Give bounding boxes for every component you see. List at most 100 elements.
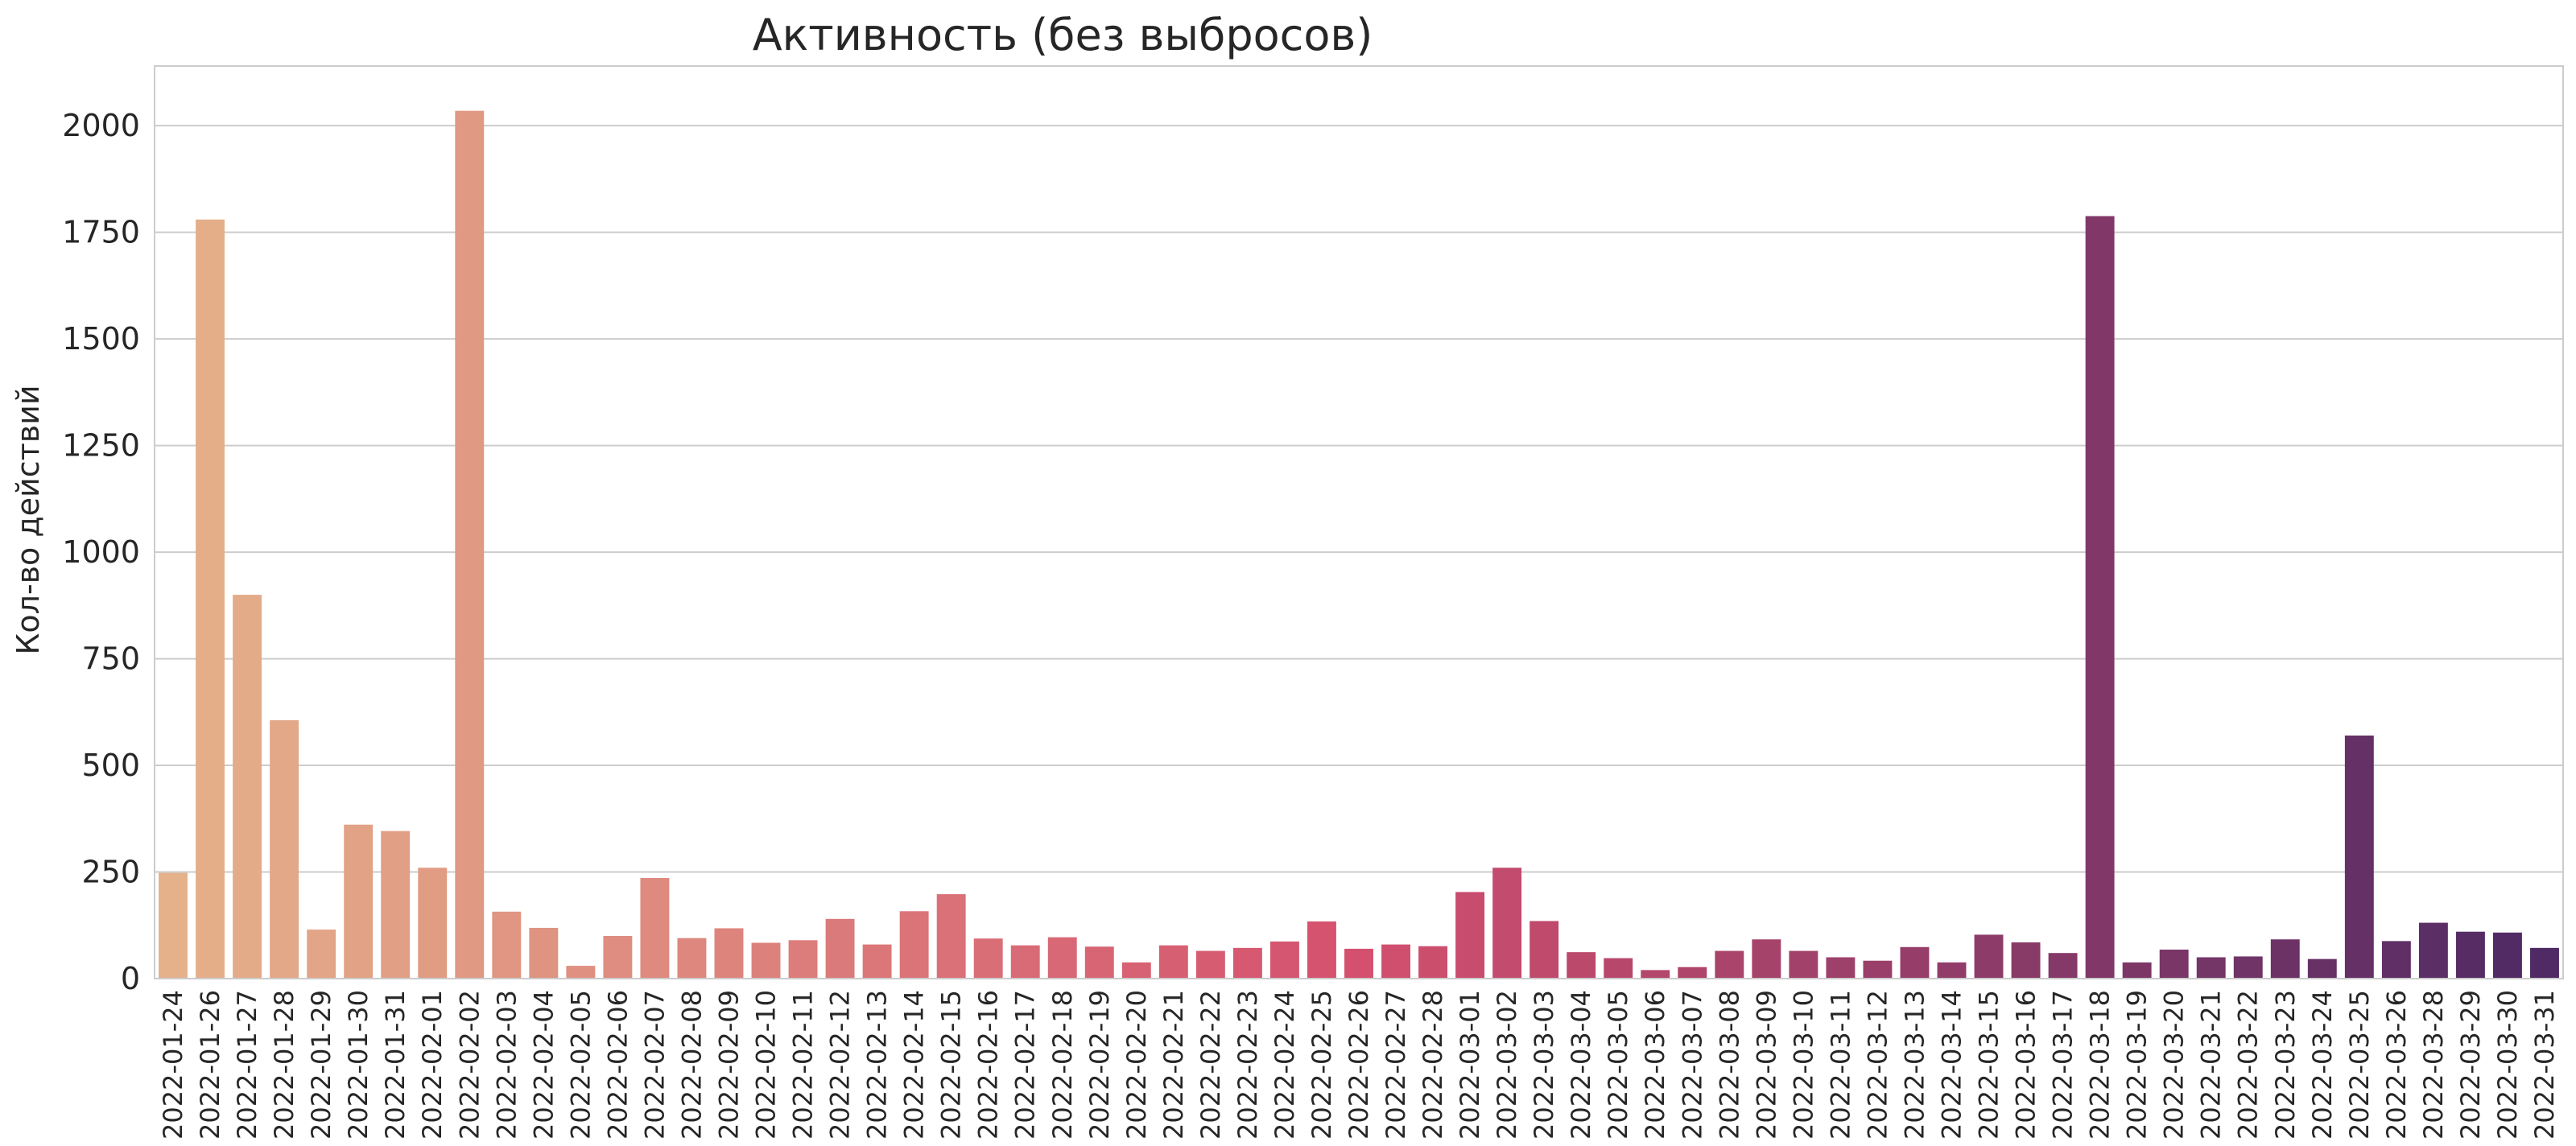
- x-tick-label: 2022-02-21: [1158, 990, 1189, 1140]
- x-tick-label: 2022-01-24: [158, 990, 188, 1140]
- x-tick-label: 2022-03-07: [1677, 990, 1707, 1140]
- bar-2022-03-04: [1567, 952, 1596, 979]
- x-tick-label: 2022-03-15: [1974, 990, 2004, 1140]
- bar-2022-02-11: [788, 940, 818, 979]
- x-tick-label: 2022-02-25: [1307, 990, 1337, 1140]
- x-tick-label: 2022-03-25: [2344, 990, 2375, 1140]
- x-tick-label: 2022-03-10: [1788, 990, 1818, 1140]
- x-tick-label: 2022-02-14: [899, 990, 930, 1140]
- bar-2022-02-17: [1010, 945, 1040, 979]
- x-tick-label: 2022-02-28: [1418, 990, 1448, 1140]
- x-tick-label: 2022-02-13: [862, 990, 893, 1140]
- x-tick-label: 2022-03-22: [2233, 990, 2264, 1140]
- bar-2022-02-28: [1418, 946, 1448, 979]
- bar-2022-01-27: [233, 595, 262, 979]
- bar-2022-02-18: [1047, 937, 1077, 979]
- x-tick-label: 2022-01-31: [380, 990, 411, 1140]
- x-tick-label: 2022-01-27: [232, 990, 262, 1140]
- bar-2022-01-29: [307, 930, 336, 979]
- x-tick-label: 2022-03-21: [2196, 990, 2227, 1140]
- x-tick-label: 2022-02-19: [1084, 990, 1115, 1140]
- bar-2022-02-15: [936, 894, 966, 979]
- bar-2022-02-21: [1158, 945, 1188, 979]
- x-tick-label: 2022-03-14: [1936, 990, 1967, 1140]
- x-tick-label: 2022-03-17: [2048, 990, 2079, 1140]
- y-tick-label: 0: [121, 961, 140, 996]
- x-tick-label: 2022-03-03: [1529, 990, 1559, 1140]
- bar-2022-03-21: [2196, 957, 2226, 979]
- bar-2022-01-24: [159, 872, 188, 979]
- x-tick-label: 2022-03-08: [1714, 990, 1744, 1140]
- bar-2022-03-25: [2344, 735, 2374, 979]
- bar-2022-02-04: [529, 927, 559, 979]
- bar-2022-03-16: [2011, 942, 2041, 979]
- bar-2022-01-31: [381, 831, 411, 979]
- x-tick-label: 2022-03-28: [2418, 990, 2449, 1140]
- bar-2022-03-02: [1492, 868, 1522, 979]
- bar-2022-03-26: [2381, 941, 2411, 979]
- plot-frame: [154, 65, 2564, 979]
- x-tick-label: 2022-03-26: [2381, 990, 2412, 1140]
- bar-2022-02-06: [603, 936, 633, 979]
- bar-2022-02-12: [825, 918, 855, 979]
- x-tick-label: 2022-03-20: [2159, 990, 2190, 1140]
- bar-2022-03-22: [2233, 956, 2263, 979]
- x-tick-label: 2022-02-18: [1047, 990, 1078, 1140]
- x-tick-label: 2022-01-26: [195, 990, 225, 1140]
- x-tick-label: 2022-02-08: [676, 990, 707, 1140]
- bar-2022-03-10: [1789, 950, 1818, 979]
- x-tick-label: 2022-03-01: [1455, 990, 1485, 1140]
- bar-2022-02-07: [640, 877, 670, 979]
- bar-2022-02-25: [1307, 921, 1336, 979]
- x-tick-label: 2022-02-06: [602, 990, 633, 1140]
- x-tick-label: 2022-03-31: [2529, 990, 2560, 1140]
- bar-2022-03-06: [1641, 970, 1670, 979]
- bar-2022-03-17: [2048, 953, 2078, 979]
- y-tick-label: 1500: [62, 321, 140, 357]
- x-tick-label: 2022-03-19: [2122, 990, 2153, 1140]
- y-tick-label: 750: [81, 641, 140, 677]
- x-tick-label: 2022-03-16: [2011, 990, 2041, 1140]
- y-gridlines: [155, 125, 2563, 979]
- x-tick-label: 2022-03-02: [1492, 990, 1522, 1140]
- y-tick-label: 2000: [62, 108, 140, 143]
- x-tick-label: 2022-02-12: [825, 990, 856, 1140]
- x-tick-label: 2022-03-23: [2270, 990, 2301, 1140]
- y-tick-labels: 0 250 500 750 1000 1250 1500 1750 2000: [62, 108, 140, 996]
- x-tick-label: 2022-02-11: [788, 990, 819, 1140]
- x-tick-label: 2022-02-20: [1121, 990, 1152, 1140]
- bar-2022-03-24: [2307, 958, 2337, 979]
- bar-2022-02-14: [899, 911, 929, 979]
- y-tick-label: 250: [81, 855, 140, 890]
- bar-2022-02-26: [1344, 948, 1373, 979]
- bar-2022-03-20: [2159, 949, 2189, 979]
- bar-2022-02-10: [751, 942, 781, 979]
- x-tick-label: 2022-03-09: [1751, 990, 1781, 1140]
- bar-2022-03-11: [1826, 957, 1856, 979]
- x-tick-labels: 2022-01-24 2022-01-26 2022-01-27 2022-01-28…: [158, 990, 2560, 1140]
- y-tick-label: 1750: [62, 215, 140, 250]
- bar-2022-03-08: [1715, 950, 1744, 979]
- x-tick-label: 2022-02-09: [713, 990, 744, 1140]
- x-tick-label: 2022-02-03: [491, 990, 522, 1140]
- x-tick-label: 2022-01-29: [306, 990, 336, 1140]
- x-tick-label: 2022-02-17: [1010, 990, 1041, 1140]
- y-tick-label: 1250: [62, 428, 140, 464]
- bar-2022-03-13: [1900, 946, 1930, 979]
- y-tick-label: 500: [81, 748, 140, 783]
- bar-2022-02-02: [455, 110, 485, 979]
- bar-2022-03-05: [1604, 958, 1633, 979]
- bar-2022-02-05: [566, 966, 596, 979]
- bar-2022-02-27: [1381, 944, 1410, 979]
- x-tick-label: 2022-02-23: [1232, 990, 1263, 1140]
- bar-2022-03-18: [2085, 216, 2115, 979]
- bar-2022-02-16: [973, 938, 1003, 979]
- bar-2022-02-08: [677, 938, 707, 979]
- x-tick-label: 2022-03-29: [2455, 990, 2486, 1140]
- x-tick-label: 2022-02-27: [1381, 990, 1411, 1140]
- bar-2022-02-03: [492, 911, 522, 979]
- x-tick-label: 2022-01-28: [269, 990, 299, 1140]
- x-tick-label: 2022-02-16: [973, 990, 1004, 1140]
- y-tick-label: 1000: [62, 534, 140, 570]
